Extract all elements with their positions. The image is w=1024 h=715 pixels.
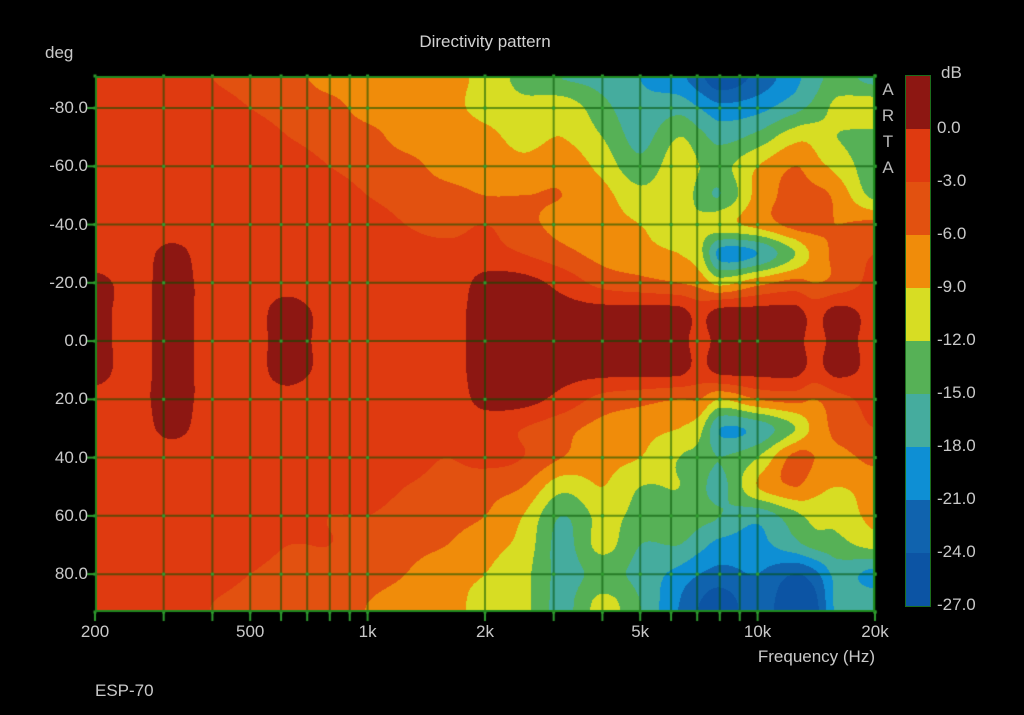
x-axis-label: Frequency (Hz) — [757, 647, 875, 666]
colorbar-segment — [906, 500, 930, 553]
colorbar-unit-label: dB — [941, 63, 962, 82]
x-tick-label: 10k — [743, 622, 772, 641]
colorbar-segment — [906, 553, 930, 606]
colorbar-tick-label: -9.0 — [937, 277, 967, 296]
file-label: ESP-70 — [95, 681, 154, 700]
colorbar-tick-label: -6.0 — [937, 224, 967, 243]
colorbar-tick-label: -12.0 — [937, 330, 976, 349]
colorbar-tick-label: -15.0 — [937, 383, 976, 402]
colorbar-tick-label: -24.0 — [937, 542, 976, 561]
colorbar-segment — [906, 341, 930, 394]
y-tick-label: 0.0 — [64, 331, 88, 351]
y-tick-label: 20.0 — [54, 389, 88, 409]
colorbar-tick-label: 0.0 — [937, 118, 961, 137]
colorbar-segment — [906, 394, 930, 447]
colorbar-segment — [906, 129, 930, 182]
arta-watermark-letter: A — [882, 80, 894, 99]
colorbar — [905, 75, 931, 607]
arta-watermark-letter: A — [882, 158, 894, 177]
y-tick-label: 40.0 — [54, 447, 88, 467]
x-tick-label: 500 — [236, 622, 265, 641]
x-tick-label: 5k — [631, 622, 650, 641]
colorbar-segment — [906, 447, 930, 500]
y-tick-label: 60.0 — [54, 505, 88, 525]
x-tick-label: 1k — [358, 622, 377, 641]
colorbar-segment — [906, 235, 930, 288]
arta-watermark-letter: R — [881, 106, 895, 125]
y-tick-label: -40.0 — [49, 214, 88, 234]
colorbar-tick-label: -3.0 — [937, 171, 967, 190]
y-tick-label: -20.0 — [49, 272, 88, 292]
colorbar-tick-label: -27.0 — [937, 595, 976, 614]
x-tick-label: 2k — [476, 622, 494, 641]
x-tick-label: 200 — [80, 622, 110, 641]
colorbar-tick-label: -21.0 — [937, 489, 976, 508]
arta-watermark-letter: T — [882, 132, 894, 151]
y-tick-label: 80.0 — [54, 564, 88, 584]
colorbar-segment — [906, 288, 930, 341]
y-tick-label: -60.0 — [49, 156, 88, 176]
colorbar-tick-label: -18.0 — [937, 436, 976, 455]
y-tick-label: -80.0 — [49, 98, 88, 118]
colorbar-segment — [906, 182, 930, 235]
colorbar-segment — [906, 76, 930, 129]
x-tick-label: 20k — [861, 622, 889, 641]
